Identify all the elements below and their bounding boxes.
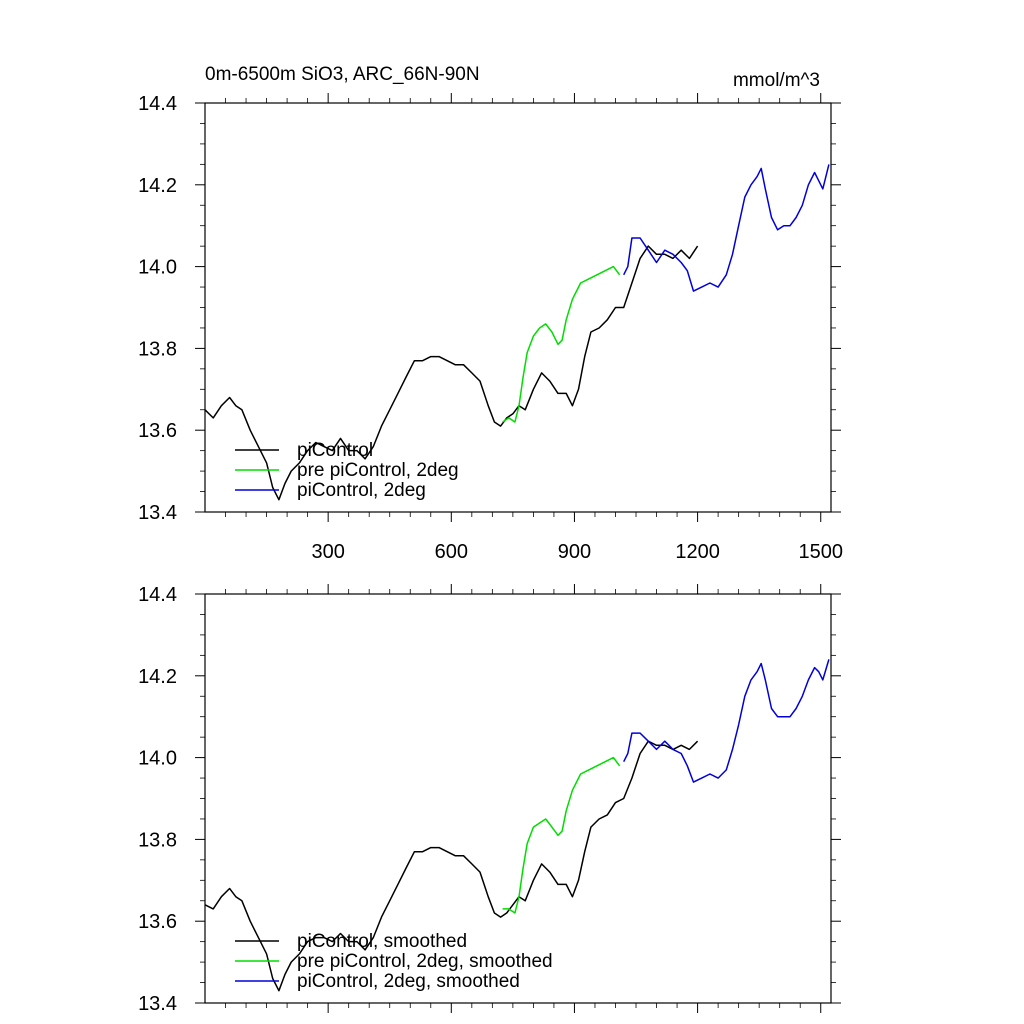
- y-tick-label: 14.0: [138, 257, 177, 279]
- x-tick-label: 600: [435, 541, 468, 563]
- y-tick-label: 14.0: [138, 748, 177, 770]
- y-tick-label: 13.6: [138, 420, 177, 442]
- series-line-picontrol-2deg-smoothed: [623, 659, 830, 783]
- series-line-picontrol-2deg: [623, 164, 830, 292]
- y-tick-label: 14.2: [138, 666, 177, 688]
- legend-label: pre piControl, 2deg: [297, 460, 459, 481]
- legend-label: pre piControl, 2deg, smoothed: [297, 951, 553, 972]
- x-tick-label: 900: [558, 541, 591, 563]
- y-tick-label: 13.8: [138, 338, 177, 360]
- top-panel: 300 600 900 1200 1500 13.4 13.6 13.8 14.0 14.2 14.…: [138, 93, 843, 563]
- x-tick-label: 1200: [675, 541, 720, 563]
- y-tick-label: 13.4: [138, 502, 177, 524]
- legend-label: piControl, 2deg, smoothed: [297, 971, 520, 992]
- y-tick-label: 13.6: [138, 911, 177, 933]
- x-tick-label: 300: [311, 541, 344, 563]
- series-line-picontrol-smoothed: [205, 740, 699, 992]
- legend-label: piControl, smoothed: [297, 931, 467, 952]
- legend-label: piControl: [297, 440, 373, 461]
- bottom-panel: 13.4 13.6 13.8 14.0 14.2 14.4 piControl, smoot…: [138, 584, 841, 1015]
- units-label: mmol/m^3: [732, 70, 820, 91]
- series-line-pre-picontrol-2deg: [502, 265, 621, 423]
- y-tick-label: 13.4: [138, 993, 177, 1015]
- legend-label: piControl, 2deg: [297, 480, 426, 501]
- y-tick-label: 13.8: [138, 829, 177, 851]
- chart-title: 0m-6500m SiO3, ARC_66N-90N: [205, 64, 480, 85]
- y-tick-label: 14.4: [138, 584, 177, 606]
- series-line-pre-picontrol-2deg-smoothed: [502, 756, 621, 914]
- x-tick-label: 1500: [798, 541, 843, 563]
- series-line-picontrol: [205, 245, 699, 501]
- y-tick-label: 14.4: [138, 93, 177, 115]
- y-tick-label: 14.2: [138, 175, 177, 197]
